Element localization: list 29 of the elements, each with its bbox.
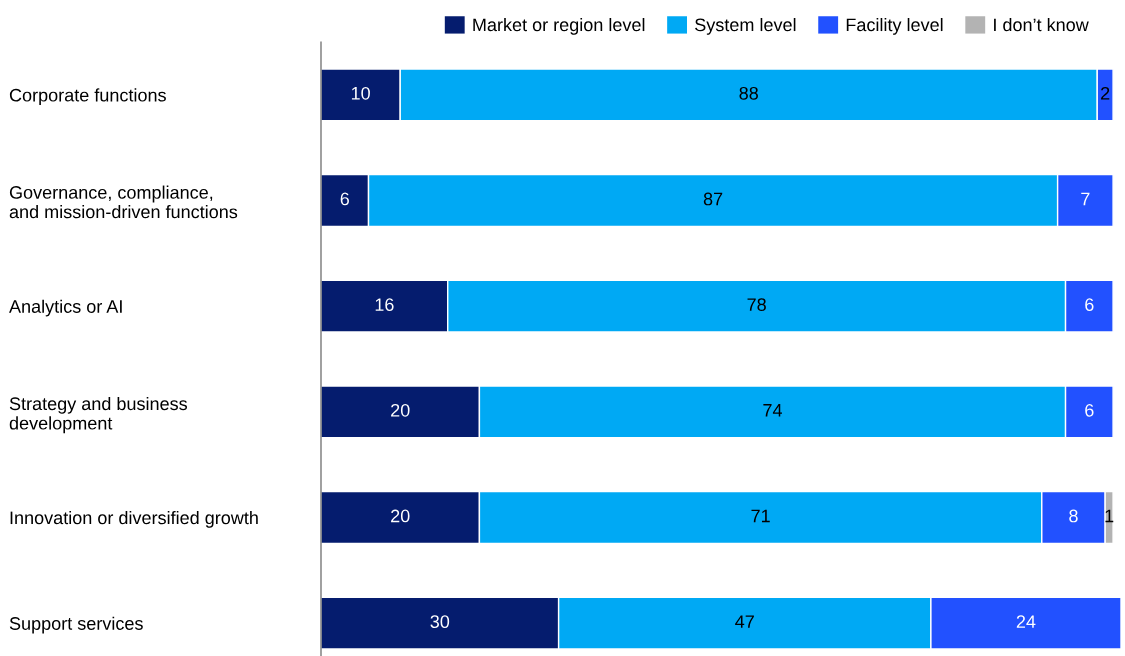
data-label: 74 — [763, 404, 782, 417]
data-label: 78 — [747, 298, 766, 312]
data-label: 30 — [430, 615, 450, 629]
data-label: 88 — [739, 86, 758, 100]
legend-label: Market or region level — [473, 17, 645, 35]
data-label: 71 — [751, 509, 770, 523]
y-tick-label: Corporate functions — [9, 88, 166, 106]
data-label: 20 — [391, 509, 410, 523]
data-label: 10 — [351, 86, 370, 100]
data-label: 47 — [735, 615, 754, 628]
data-label: 8 — [1069, 509, 1078, 523]
legend-label: I don’t know — [994, 17, 1089, 32]
data-label: 7 — [1081, 192, 1090, 206]
data-label: 20 — [391, 403, 410, 417]
legend-label: System level — [695, 17, 796, 35]
data-label: 2 — [1101, 86, 1110, 100]
data-label: 87 — [703, 192, 723, 206]
data-label: 16 — [375, 298, 394, 312]
y-tick-label: Analytics or AI — [9, 299, 122, 317]
y-tick-label: Support services — [9, 616, 143, 634]
y-tick-label: Governance, compliance, and mission-driven functions — [9, 185, 238, 219]
data-label: 6 — [340, 192, 349, 206]
data-label: 6 — [1085, 298, 1094, 312]
data-label: 1 — [1105, 509, 1114, 523]
y-tick-label: Innovation or diversified growth — [10, 510, 258, 528]
y-tick-label: Strategy and business development — [9, 396, 188, 434]
data-label: 24 — [1016, 615, 1036, 628]
legend-label: Facility level — [846, 17, 943, 35]
data-label: 6 — [1085, 403, 1094, 417]
